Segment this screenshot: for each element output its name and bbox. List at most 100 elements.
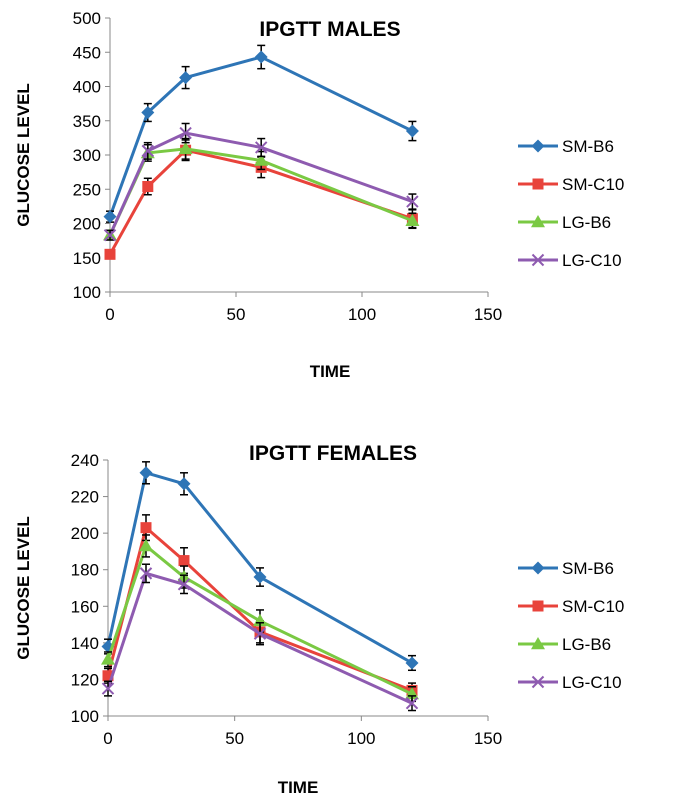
females-y-tick-label: 140	[71, 634, 99, 653]
males-legend-item-lg-c10: LG-C10	[518, 251, 622, 270]
females-legend-label: SM-B6	[562, 559, 614, 578]
chart-males: IPGTT MALES 100 150 200 250 300 350 400 450 500 0 5…	[14, 9, 624, 381]
males-series-lg-c10-point	[103, 228, 117, 242]
males-series-sm-b6-point	[179, 71, 193, 85]
females-legend-swatch-marker	[531, 561, 545, 575]
males-legend-swatch-marker	[531, 215, 545, 228]
females-y-tick-label: 180	[71, 561, 99, 580]
males-series-sm-c10-point	[104, 248, 116, 260]
males-series-lg-c10-point-stroke-b	[141, 144, 155, 158]
males-title: IPGTT MALES	[259, 18, 400, 41]
males-y-tick-label: 500	[73, 9, 101, 28]
males-legend-label: SM-C10	[562, 175, 624, 194]
females-series-lg-c10-point-stroke-b	[101, 682, 115, 695]
males-legend-swatch-marker-stroke-b	[531, 253, 545, 267]
males-series-lg-b6-point	[254, 153, 269, 166]
chart-females: IPGTT FEMALES 100 120 140 160 180 200 220 240 0 50…	[14, 442, 624, 797]
females-legend-label: LG-C10	[562, 673, 622, 692]
males-series-lg-c10-point-stroke-b	[406, 195, 419, 208]
males-series-sm-b6-point	[405, 124, 419, 138]
females-y-tick-label: 200	[71, 524, 99, 543]
females-x-tick-label: 150	[474, 729, 502, 748]
males-legend-swatch-marker	[532, 178, 544, 190]
males-legend-swatch-marker	[531, 253, 545, 267]
males-y-tick-label: 450	[73, 43, 101, 62]
females-legend-swatch-marker	[531, 637, 545, 650]
females-y-tick-label: 120	[71, 670, 99, 689]
males-legend-label: SM-B6	[562, 137, 614, 156]
females-series-lg-c10	[101, 563, 419, 712]
females-x-tick-label: 0	[103, 729, 112, 748]
females-series-lg-c10-point-stroke-b	[177, 578, 191, 591]
females-series-lg-c10-point	[253, 627, 267, 640]
males-series-lg-c10-point-stroke-b	[103, 228, 117, 242]
males-series-lg-c10-point	[141, 144, 155, 158]
females-series-sm-c10-point	[140, 522, 152, 534]
males-y-tick-label: 400	[73, 78, 101, 97]
females-series-lg-c10-point	[405, 696, 419, 710]
males-series-lg-c10-point-stroke-b	[179, 126, 192, 140]
females-series-sm-c10-point	[178, 555, 190, 567]
females-series-lg-c10-point-stroke-b	[405, 696, 419, 710]
females-series-sm-b6-point	[139, 466, 153, 480]
females-series-sm-c10-point	[102, 670, 114, 682]
males-series-lg-b6-point	[405, 213, 420, 227]
males-x-tick-label: 50	[227, 305, 246, 324]
females-y-tick-label: 240	[71, 451, 99, 470]
females-title: IPGTT FEMALES	[249, 442, 417, 465]
females-series-lg-b6-point	[139, 538, 153, 552]
females-series-lg-c10-point	[101, 682, 115, 695]
males-series-sm-b6-point	[103, 210, 117, 224]
males-series-sm-c10-point	[142, 181, 154, 193]
males-legend-item-sm-c10: SM-C10	[518, 175, 624, 194]
females-x-tick-label: 100	[347, 729, 375, 748]
females-series-sm-b6-point	[177, 477, 191, 491]
males-y-tick-label: 300	[73, 146, 101, 165]
females-legend-label: LG-B6	[562, 635, 611, 654]
males-y-tick-label: 250	[73, 180, 101, 199]
males-y-tick-label: 150	[73, 249, 101, 268]
males-x-tick-label: 150	[474, 305, 502, 324]
females-x-tick-label: 50	[225, 729, 244, 748]
females-legend-swatch-marker	[532, 600, 544, 612]
females-series-lg-b6	[101, 534, 419, 703]
males-x-tick-label: 100	[348, 305, 376, 324]
males-x-tick-label: 0	[105, 305, 114, 324]
males-legend-item-sm-b6: SM-B6	[518, 137, 614, 156]
females-series-lg-c10-point	[177, 578, 191, 591]
females-series-lg-b6-point	[101, 652, 115, 665]
females-legend-swatch-marker	[531, 675, 545, 689]
males-y-axis-title: GLUCOSE LEVEL	[14, 83, 33, 227]
males-legend-swatch-marker	[531, 139, 545, 153]
males-series-lg-b6-point	[178, 141, 193, 155]
females-legend-label: SM-C10	[562, 597, 624, 616]
females-y-tick-label: 220	[71, 488, 99, 507]
females-series-sm-b6-point	[253, 570, 267, 584]
females-series-lg-c10-point-stroke-b	[253, 627, 267, 640]
males-series-sm-b6-point	[254, 50, 268, 64]
males-series-sm-b6	[103, 44, 419, 224]
females-series-sm-b6-point	[405, 656, 419, 670]
males-series-lg-c10-point	[179, 126, 192, 140]
males-y-tick-label: 350	[73, 112, 101, 131]
females-y-tick-label: 100	[71, 707, 99, 726]
females-x-axis-title: TIME	[278, 778, 319, 797]
males-series-sm-b6-line	[108, 55, 414, 218]
males-x-axis-title: TIME	[310, 362, 351, 381]
females-legend-item-sm-c10: SM-C10	[518, 597, 624, 616]
females-series-sm-c10	[102, 514, 418, 699]
females-legend-item-lg-b6: LG-B6	[518, 635, 611, 654]
females-series-lg-c10-point	[139, 567, 153, 580]
females-legend-item-lg-c10: LG-C10	[518, 673, 622, 692]
males-legend-label: LG-C10	[562, 251, 622, 270]
males-legend-item-lg-b6: LG-B6	[518, 213, 611, 232]
males-y-tick-label: 100	[73, 283, 101, 302]
females-legend-item-sm-b6: SM-B6	[518, 559, 614, 578]
males-series-lg-c10	[103, 122, 419, 242]
females-y-axis-title: GLUCOSE LEVEL	[14, 516, 33, 660]
females-series-lg-c10-point-stroke-b	[139, 567, 153, 580]
males-series-lg-c10-point	[254, 141, 268, 154]
males-series-lg-c10-point	[406, 195, 419, 208]
males-legend-label: LG-B6	[562, 213, 611, 232]
